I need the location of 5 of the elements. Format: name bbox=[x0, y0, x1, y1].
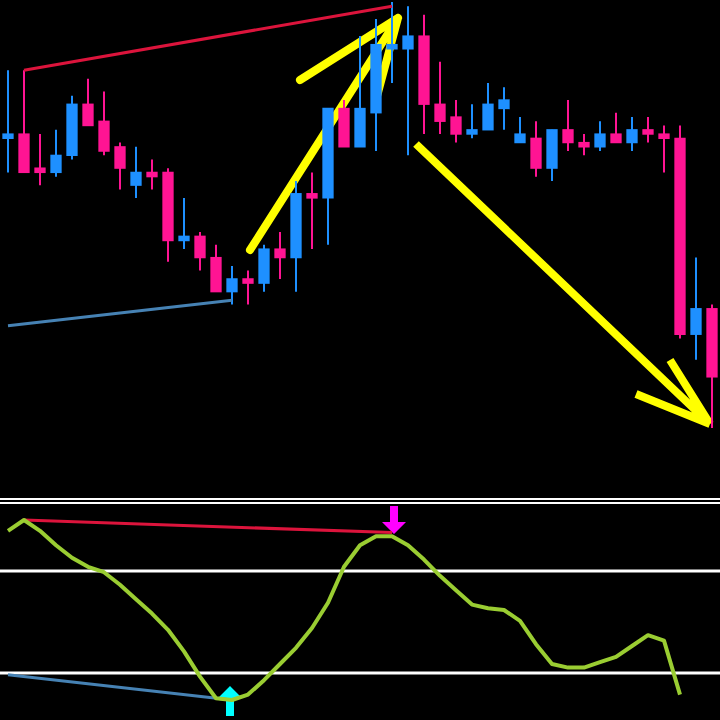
candlestick bbox=[2, 70, 14, 173]
candlestick bbox=[178, 197, 190, 250]
candlestick bbox=[386, 2, 398, 83]
candlestick bbox=[306, 172, 318, 250]
candlestick bbox=[402, 6, 414, 156]
